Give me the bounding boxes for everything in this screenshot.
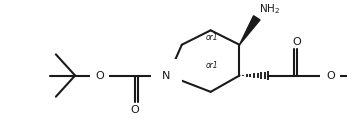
Text: NH$_2$: NH$_2$	[259, 2, 280, 16]
Text: O: O	[130, 105, 139, 115]
Text: or1: or1	[206, 33, 218, 42]
Text: O: O	[293, 37, 302, 47]
Text: or1: or1	[206, 61, 218, 70]
Polygon shape	[240, 16, 260, 45]
Text: O: O	[326, 71, 335, 80]
Text: N: N	[162, 71, 171, 80]
Text: O: O	[95, 71, 104, 80]
